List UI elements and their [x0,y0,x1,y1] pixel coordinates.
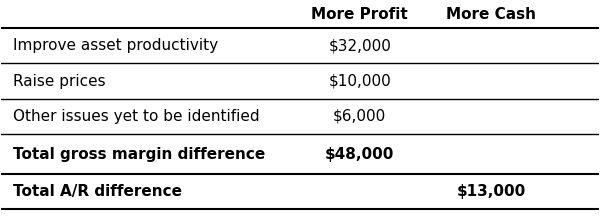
Text: Total A/R difference: Total A/R difference [13,184,182,199]
Text: Total gross margin difference: Total gross margin difference [13,146,266,162]
Text: $32,000: $32,000 [328,38,391,53]
Text: More Profit: More Profit [311,7,408,22]
Text: $6,000: $6,000 [333,109,386,124]
Text: Other issues yet to be identified: Other issues yet to be identified [13,109,260,124]
Text: Improve asset productivity: Improve asset productivity [13,38,218,53]
Text: $13,000: $13,000 [457,184,526,199]
Text: More Cash: More Cash [446,7,536,22]
Text: $10,000: $10,000 [328,73,391,88]
Text: Raise prices: Raise prices [13,73,106,88]
Text: $48,000: $48,000 [325,146,394,162]
